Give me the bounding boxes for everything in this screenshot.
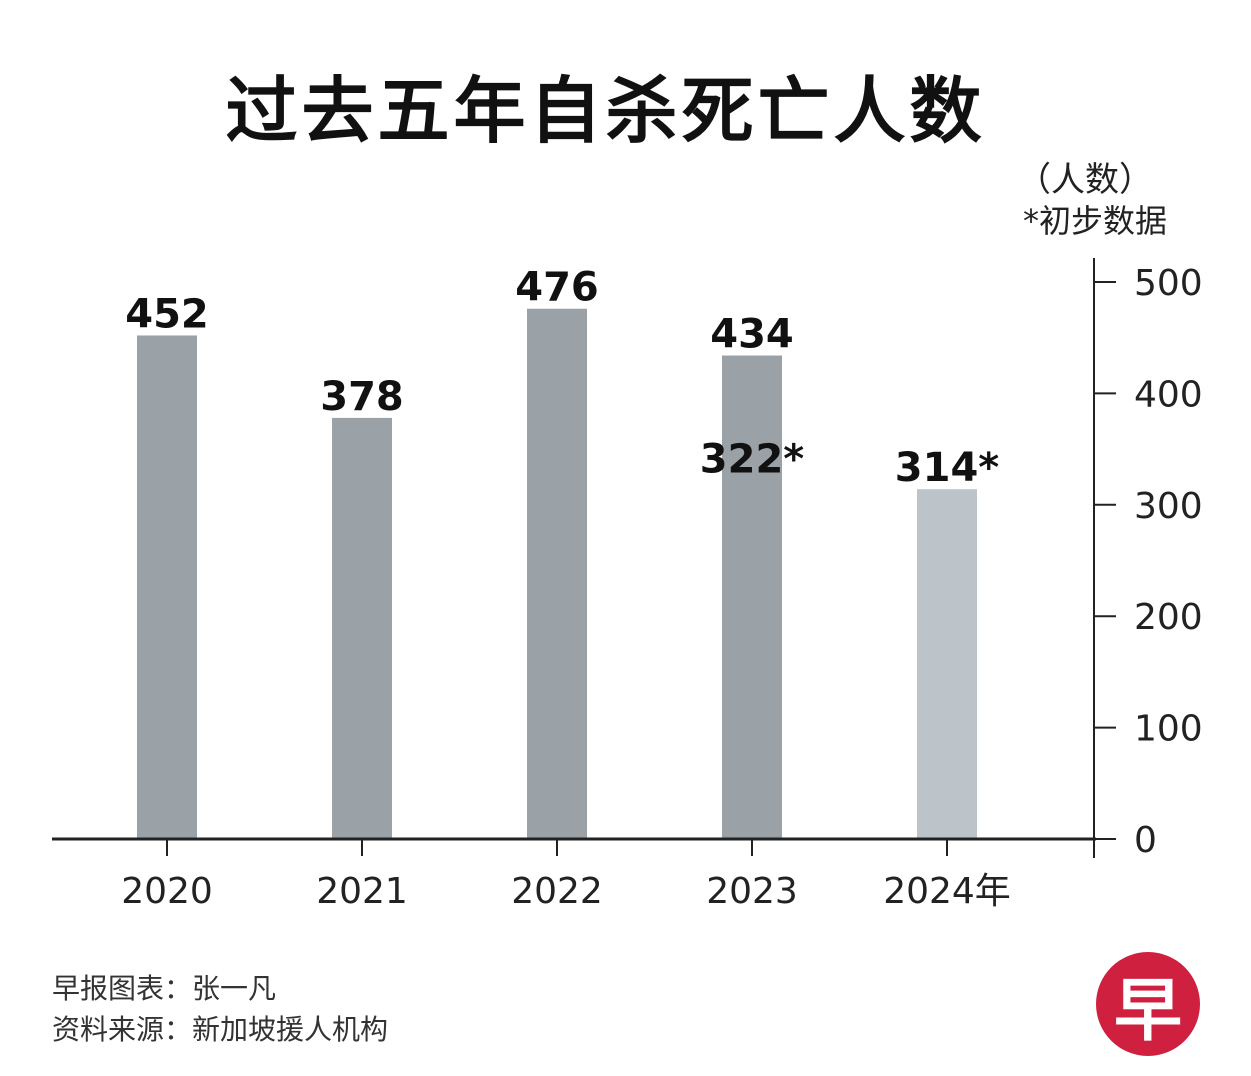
data-label-final-2022: 476 (515, 265, 599, 311)
y-tick-label-300: 300 (1134, 486, 1203, 527)
source-line: 资料来源：新加坡援人机构 (52, 1008, 388, 1048)
y-tick-label-200: 200 (1134, 597, 1203, 638)
bar-final-2021 (332, 417, 392, 839)
y-tick-label-400: 400 (1134, 374, 1203, 415)
bar-preliminary-2024 (917, 489, 977, 839)
source-label: 资料来源： (52, 1013, 193, 1046)
bar-final-2023 (722, 355, 782, 839)
x-tick-label-2020: 2020 (121, 871, 213, 912)
y-axis-unit-label: （人数） (1017, 160, 1153, 200)
credit-label: 早报图表： (52, 972, 193, 1005)
bar-final-2022 (527, 308, 587, 840)
y-tick-label-0: 0 (1134, 820, 1157, 861)
data-label-final-2023: 434 (710, 312, 794, 358)
zaobao-logo: 早 (1096, 952, 1200, 1056)
preliminary-data-note: *初步数据 (1022, 202, 1167, 240)
x-tick-label-2024: 2024年 (883, 871, 1011, 912)
x-tick-label-2022: 2022 (511, 871, 603, 912)
chart-title: 过去五年自杀死亡人数 (225, 69, 986, 153)
bar-final-2020 (137, 335, 197, 839)
data-label-final-2021: 378 (320, 374, 404, 420)
y-tick-label-100: 100 (1134, 709, 1203, 750)
data-label-preliminary-2023: 322* (700, 436, 804, 482)
credit-name: 张一凡 (192, 972, 277, 1005)
x-tick-label-2021: 2021 (316, 871, 408, 912)
x-tick-label-2023: 2023 (706, 871, 798, 912)
y-tick-label-500: 500 (1134, 263, 1203, 304)
source-name: 新加坡援人机构 (192, 1013, 389, 1046)
data-label-final-2020: 452 (125, 291, 209, 337)
data-label-preliminary-2024: 314* (895, 445, 999, 491)
credit-line: 早报图表：张一凡 (52, 967, 276, 1007)
